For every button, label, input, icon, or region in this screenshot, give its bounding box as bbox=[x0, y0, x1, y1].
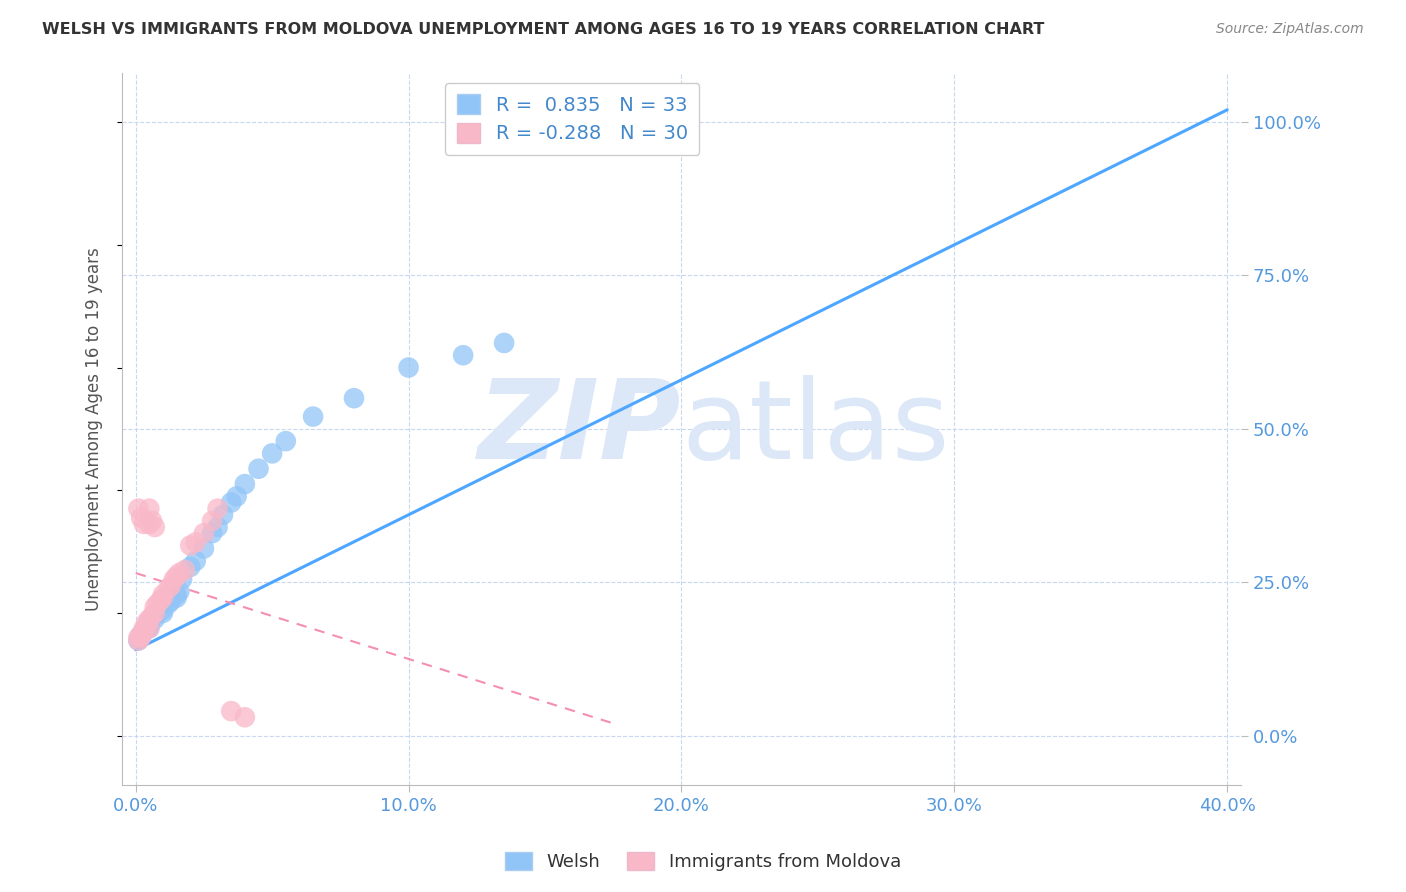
Point bbox=[135, 615, 157, 629]
Point bbox=[193, 541, 215, 556]
Point bbox=[201, 514, 224, 528]
Point bbox=[129, 631, 152, 645]
Point bbox=[212, 508, 235, 522]
Point bbox=[138, 612, 160, 626]
Text: Source: ZipAtlas.com: Source: ZipAtlas.com bbox=[1216, 22, 1364, 37]
Point bbox=[146, 597, 169, 611]
Point bbox=[157, 582, 180, 596]
Point bbox=[132, 516, 155, 531]
Y-axis label: Unemployment Among Ages 16 to 19 years: Unemployment Among Ages 16 to 19 years bbox=[86, 247, 103, 611]
Point bbox=[193, 526, 215, 541]
Text: atlas: atlas bbox=[682, 376, 950, 483]
Point bbox=[143, 599, 166, 614]
Point bbox=[127, 633, 149, 648]
Point bbox=[398, 360, 420, 375]
Point bbox=[225, 489, 247, 503]
Point bbox=[219, 704, 242, 718]
Point bbox=[160, 593, 183, 607]
Point bbox=[451, 348, 474, 362]
Point bbox=[179, 538, 201, 552]
Point bbox=[494, 335, 516, 350]
Point bbox=[143, 606, 166, 620]
Point bbox=[262, 446, 284, 460]
Point bbox=[138, 621, 160, 635]
Point bbox=[233, 477, 256, 491]
Point bbox=[247, 462, 270, 476]
Point bbox=[207, 520, 229, 534]
Point bbox=[127, 631, 149, 645]
Point bbox=[143, 520, 166, 534]
Point bbox=[274, 434, 297, 449]
Point bbox=[166, 588, 188, 602]
Point bbox=[169, 566, 191, 580]
Point bbox=[233, 710, 256, 724]
Point bbox=[201, 526, 224, 541]
Point bbox=[143, 609, 166, 624]
Point bbox=[129, 627, 152, 641]
Point bbox=[138, 516, 160, 531]
Point bbox=[129, 627, 152, 641]
Point bbox=[152, 606, 174, 620]
Point bbox=[138, 621, 160, 635]
Point bbox=[157, 597, 180, 611]
Point bbox=[152, 591, 174, 605]
Text: ZIP: ZIP bbox=[478, 376, 682, 483]
Point bbox=[302, 409, 325, 424]
Point bbox=[160, 578, 183, 592]
Point bbox=[152, 588, 174, 602]
Text: WELSH VS IMMIGRANTS FROM MOLDOVA UNEMPLOYMENT AMONG AGES 16 TO 19 YEARS CORRELAT: WELSH VS IMMIGRANTS FROM MOLDOVA UNEMPLO… bbox=[42, 22, 1045, 37]
Point bbox=[127, 501, 149, 516]
Point bbox=[166, 591, 188, 605]
Point bbox=[132, 621, 155, 635]
Point bbox=[343, 391, 366, 405]
Point bbox=[149, 593, 172, 607]
Point bbox=[143, 612, 166, 626]
Legend: Welsh, Immigrants from Moldova: Welsh, Immigrants from Moldova bbox=[498, 845, 908, 879]
Point bbox=[173, 563, 195, 577]
Legend: R =  0.835   N = 33, R = -0.288   N = 30: R = 0.835 N = 33, R = -0.288 N = 30 bbox=[446, 83, 699, 155]
Point bbox=[132, 624, 155, 639]
Point bbox=[129, 511, 152, 525]
Point bbox=[138, 618, 160, 632]
Point bbox=[184, 554, 207, 568]
Point bbox=[127, 633, 149, 648]
Point bbox=[166, 569, 188, 583]
Point bbox=[207, 501, 229, 516]
Point bbox=[169, 584, 191, 599]
Point bbox=[179, 560, 201, 574]
Point bbox=[135, 618, 157, 632]
Point bbox=[135, 621, 157, 635]
Point bbox=[163, 572, 186, 586]
Point bbox=[184, 535, 207, 549]
Point bbox=[141, 514, 163, 528]
Point bbox=[152, 603, 174, 617]
Point bbox=[219, 495, 242, 509]
Point bbox=[138, 501, 160, 516]
Point bbox=[141, 609, 163, 624]
Point bbox=[172, 572, 194, 586]
Point bbox=[132, 624, 155, 639]
